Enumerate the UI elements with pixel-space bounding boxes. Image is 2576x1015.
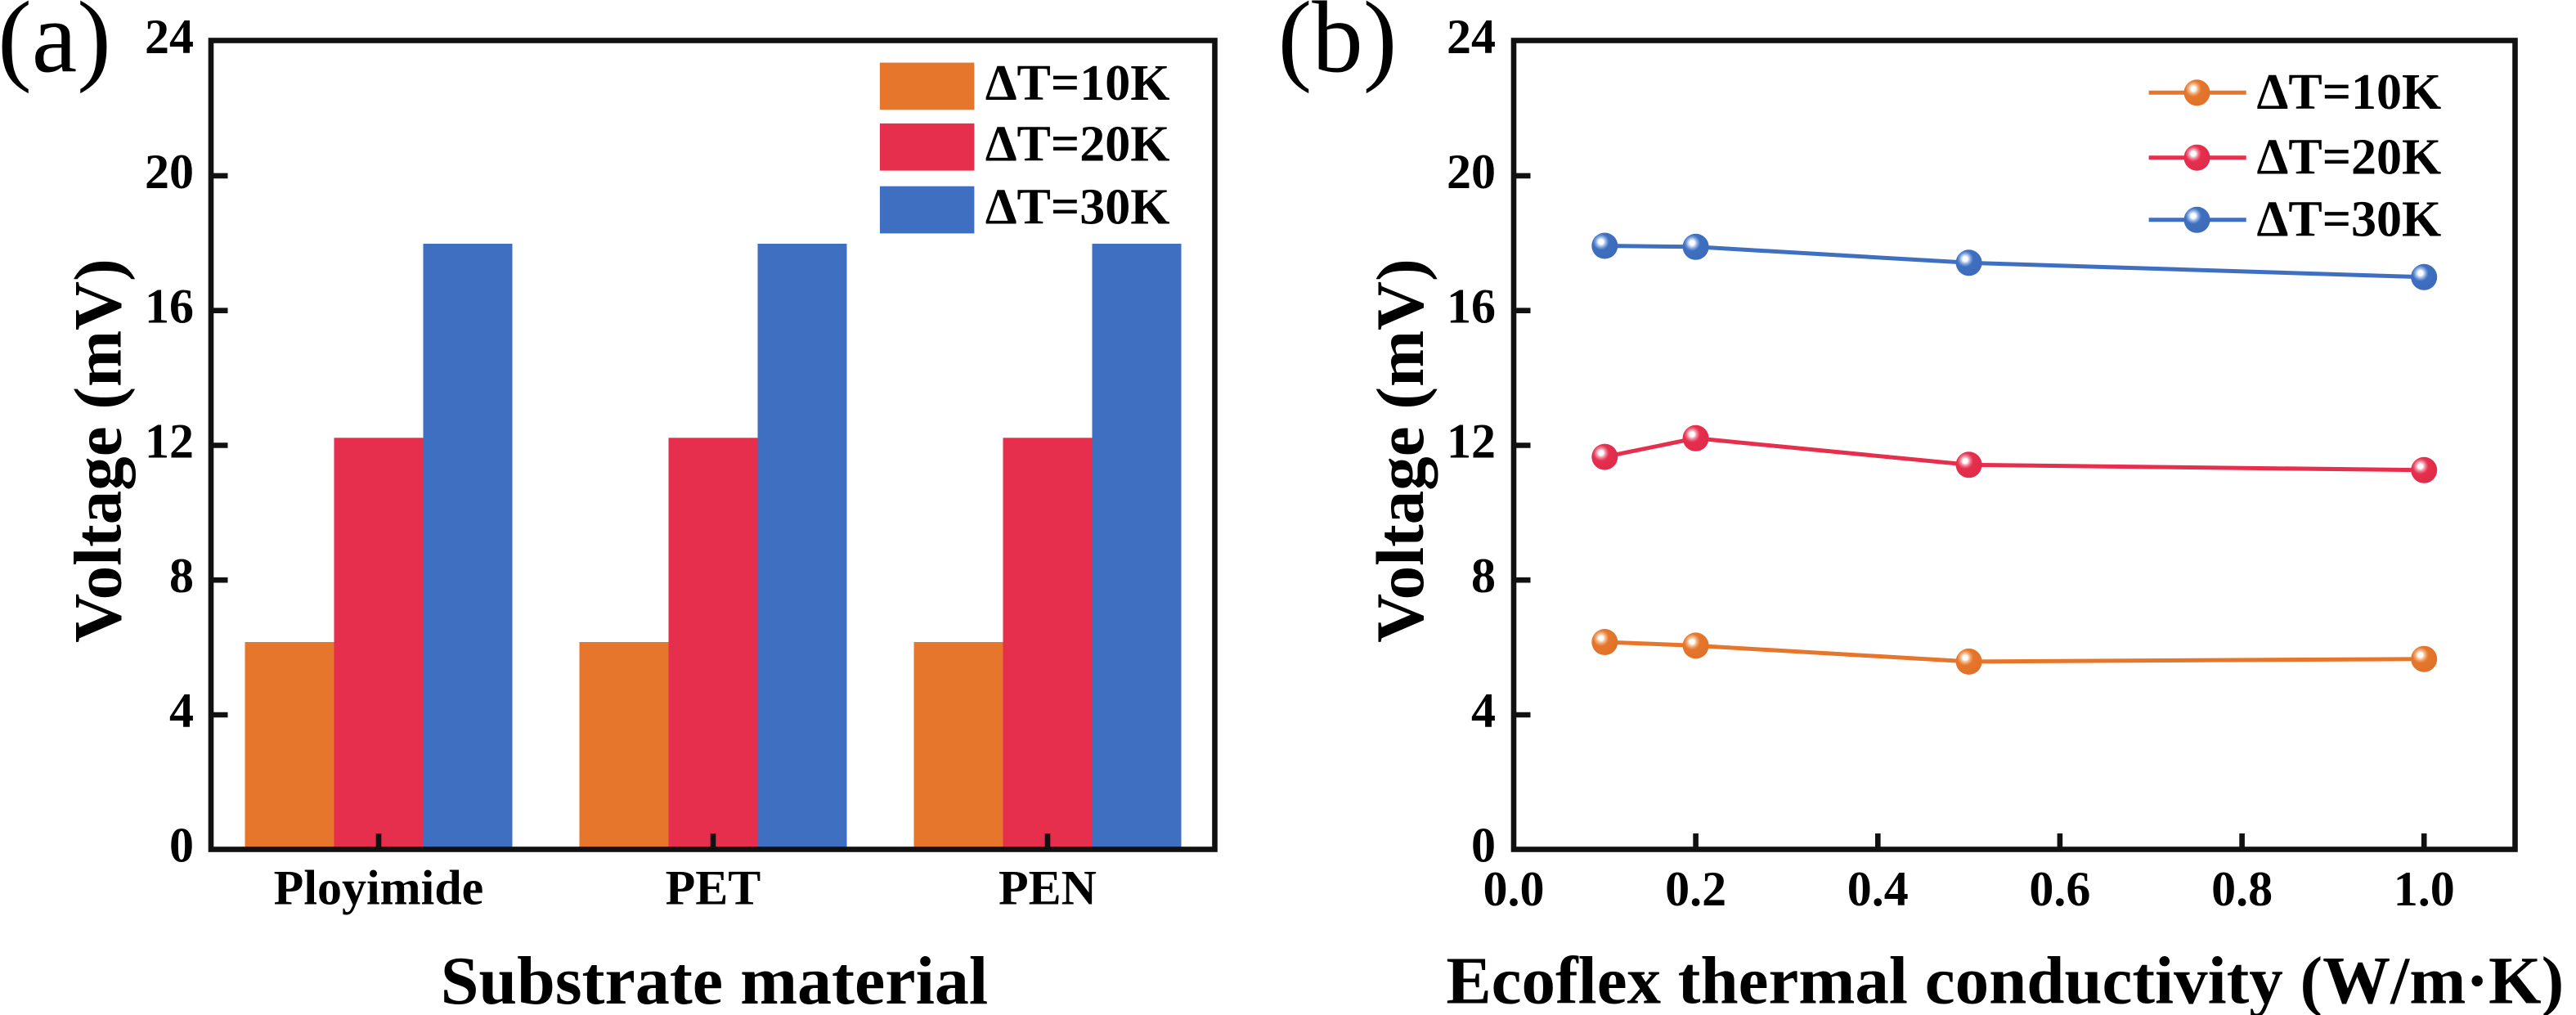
- svg-text:ΔT=20K: ΔT=20K: [2257, 130, 2442, 186]
- svg-text:0: 0: [169, 819, 194, 873]
- svg-text:ΔT=20K: ΔT=20K: [985, 117, 1170, 173]
- svg-text:Voltage (mV): Voltage (mV): [1362, 258, 1438, 642]
- svg-text:Ployimide: Ployimide: [274, 861, 484, 915]
- svg-text:4: 4: [1471, 684, 1496, 738]
- svg-text:0.2: 0.2: [1665, 862, 1726, 916]
- svg-text:PEN: PEN: [999, 861, 1097, 915]
- svg-text:0.6: 0.6: [2029, 862, 2090, 916]
- svg-text:Ecoflex thermal conductivity (: Ecoflex thermal conductivity (W/m·K): [1446, 943, 2564, 1015]
- svg-text:20: 20: [145, 145, 194, 199]
- svg-text:12: 12: [1447, 415, 1496, 469]
- svg-text:0: 0: [1471, 819, 1496, 873]
- svg-text:(a): (a): [0, 0, 111, 94]
- svg-text:24: 24: [145, 10, 194, 64]
- svg-text:Voltage (mV): Voltage (mV): [61, 258, 136, 642]
- svg-text:ΔT=30K: ΔT=30K: [2257, 192, 2442, 248]
- svg-text:16: 16: [145, 280, 194, 334]
- svg-text:PET: PET: [666, 861, 761, 915]
- svg-text:ΔT=30K: ΔT=30K: [985, 179, 1170, 235]
- svg-text:(b): (b): [1278, 0, 1398, 94]
- svg-text:ΔT=10K: ΔT=10K: [985, 56, 1170, 111]
- svg-text:8: 8: [1471, 549, 1496, 603]
- svg-text:Substrate material: Substrate material: [441, 943, 989, 1015]
- svg-text:1.0: 1.0: [2394, 862, 2455, 916]
- svg-text:0.4: 0.4: [1847, 862, 1909, 916]
- svg-text:12: 12: [145, 415, 194, 469]
- svg-text:0.0: 0.0: [1483, 862, 1545, 916]
- svg-text:0.8: 0.8: [2211, 862, 2273, 916]
- svg-text:16: 16: [1447, 280, 1496, 334]
- svg-text:4: 4: [169, 684, 194, 738]
- svg-text:20: 20: [1447, 145, 1496, 199]
- svg-text:ΔT=10K: ΔT=10K: [2257, 65, 2442, 120]
- svg-text:24: 24: [1447, 10, 1496, 64]
- svg-text:8: 8: [169, 549, 194, 603]
